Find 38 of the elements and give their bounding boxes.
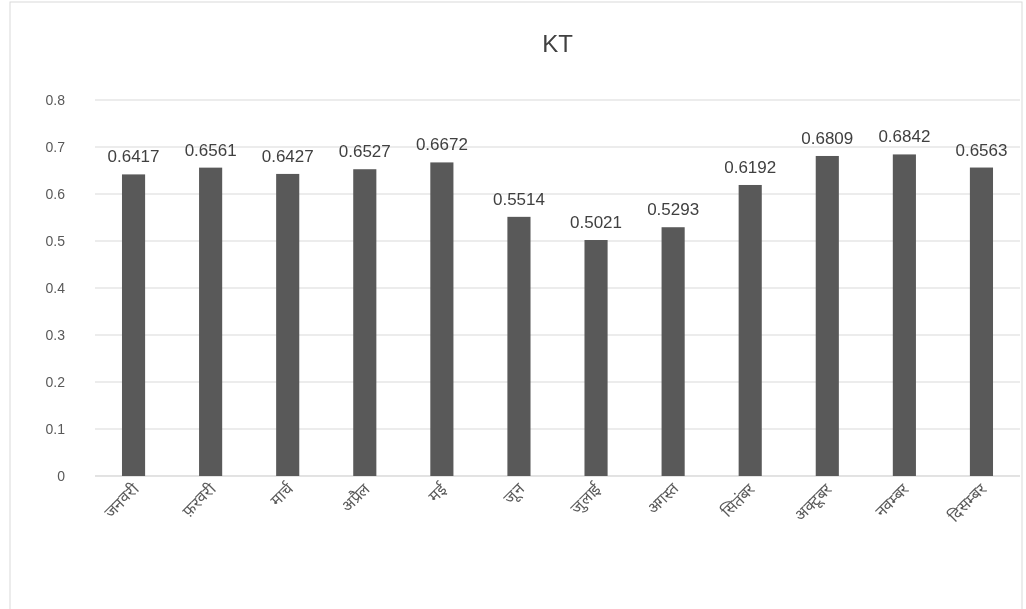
x-tick-label: अप्रैल [337,478,374,515]
data-label: 0.5293 [647,200,700,220]
data-label: 0.6561 [184,140,237,160]
y-tick-label: 0.5 [45,233,66,249]
y-tick-label: 0 [57,468,66,484]
bar [199,167,223,476]
data-label: 0.6417 [107,147,160,167]
bar [892,154,916,476]
y-tick-label: 0.8 [45,92,66,108]
data-label: 0.5514 [492,189,545,209]
bar [121,174,146,476]
data-label: 0.6427 [261,146,314,166]
bar [738,184,762,476]
data-label: 0.6192 [724,157,777,177]
y-tick-label: 0.4 [45,280,66,296]
y-tick-label: 0.2 [45,374,66,390]
y-tick-label: 0.3 [45,327,66,343]
data-label: 0.6809 [801,128,854,148]
bar [815,155,839,476]
bar [276,173,300,476]
y-tick-label: 0.6 [45,186,66,202]
bar [507,216,531,476]
data-label: 0.6527 [338,142,391,162]
y-tick-label: 0.7 [45,139,66,155]
x-tick-label: जून [500,479,530,509]
bar [584,240,608,476]
x-tick-label: मार्च [266,478,297,510]
data-label: 0.6563 [955,140,1008,160]
data-label: 0.6842 [878,127,931,147]
bar [353,169,377,476]
data-label: 0.5021 [570,213,623,233]
bar [430,162,454,476]
bar [661,227,685,476]
x-tick-label: मई [424,478,451,505]
data-label: 0.6672 [415,135,468,155]
bar [969,167,994,476]
chart-title: KT [542,30,574,57]
y-tick-label: 0.1 [45,421,66,437]
